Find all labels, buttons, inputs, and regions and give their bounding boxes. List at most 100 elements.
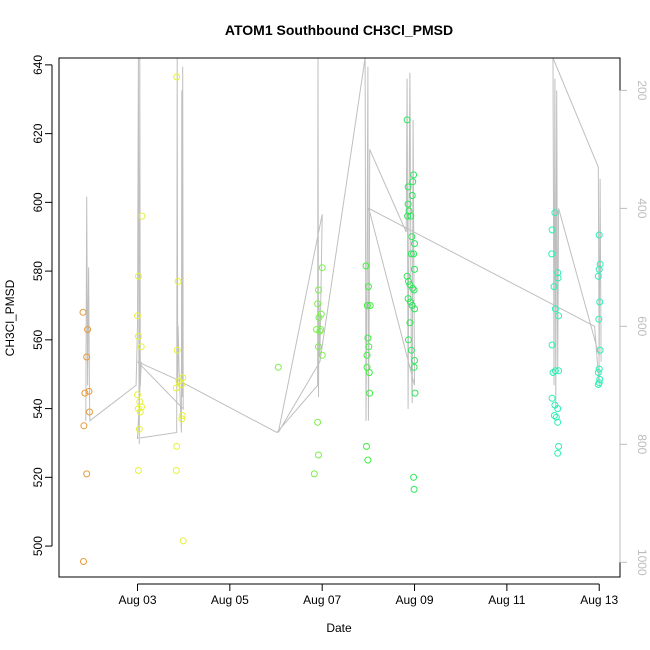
data-point — [555, 312, 563, 320]
data-point — [138, 212, 146, 220]
data-point — [411, 357, 418, 364]
data-point — [362, 262, 370, 270]
data-point — [83, 470, 91, 478]
y-tick-label: 620 — [31, 123, 45, 143]
data-point — [405, 336, 412, 344]
data-point — [315, 451, 322, 459]
data-point — [134, 467, 142, 474]
data-point — [85, 387, 93, 395]
data-point — [135, 425, 143, 433]
data-point — [548, 226, 556, 234]
data-point — [555, 442, 563, 450]
data-point — [554, 418, 562, 426]
data-point — [409, 284, 417, 292]
right-tick-label: 1000 — [635, 549, 649, 576]
data-point — [551, 305, 559, 313]
y-tick-label: 580 — [31, 261, 45, 281]
data-point — [552, 413, 560, 421]
data-point — [174, 277, 182, 285]
data-point — [551, 209, 559, 217]
data-point — [315, 286, 322, 294]
data-point — [549, 369, 557, 376]
data-point — [173, 73, 181, 81]
data-point — [364, 456, 372, 464]
chart-title: ATOM1 Southbound CH3Cl_PMSD — [225, 22, 453, 38]
plot-area: Aug 03 Aug 05 Aug 07 Aug 09 Aug 11 Aug 13 500 5… — [31, 55, 649, 607]
data-point — [410, 473, 418, 481]
data-point — [409, 178, 417, 186]
data-point — [80, 422, 88, 430]
data-point — [403, 272, 411, 280]
data-point — [134, 272, 142, 280]
y-axis-label: CH3Cl_PMSD — [3, 279, 17, 356]
data-point — [366, 302, 374, 309]
data-point — [594, 272, 602, 280]
y-tick-label: 560 — [31, 329, 45, 349]
x-tick-label: Aug 05 — [211, 593, 249, 607]
x-axis-label: Date — [326, 621, 352, 635]
data-point — [410, 363, 418, 371]
data-point — [179, 374, 187, 382]
right-tick-label: 400 — [635, 198, 649, 218]
data-point — [314, 418, 322, 426]
x-tick-label: Aug 11 — [488, 593, 525, 607]
data-point — [318, 264, 326, 272]
data-point — [172, 467, 180, 474]
data-point — [411, 305, 418, 313]
data-point — [404, 200, 412, 208]
data-point — [411, 389, 419, 397]
data-point — [596, 260, 604, 268]
x-tick-label: Aug 03 — [118, 593, 156, 607]
data-point — [596, 346, 604, 354]
data-point — [594, 381, 602, 388]
y-tick-label: 600 — [31, 192, 45, 212]
data-point — [315, 343, 322, 351]
y-tick-label: 520 — [31, 467, 45, 487]
data-point — [404, 183, 412, 191]
data-point — [364, 283, 372, 291]
data-point — [554, 269, 562, 277]
data-point — [363, 351, 371, 359]
data-point — [550, 412, 558, 419]
data-point — [548, 341, 556, 349]
data-point — [310, 470, 318, 478]
data-point — [177, 381, 185, 388]
data-point — [366, 389, 374, 397]
y-tick-label: 640 — [31, 55, 45, 75]
data-point — [408, 192, 416, 199]
data-point — [363, 442, 370, 450]
data-point — [172, 384, 180, 392]
data-point — [410, 250, 418, 258]
data-point — [84, 326, 92, 333]
data-point — [594, 369, 602, 376]
data-point — [406, 298, 414, 306]
data-point — [595, 315, 603, 323]
data-point — [411, 240, 418, 248]
data-point — [136, 408, 144, 416]
data-point — [411, 265, 418, 273]
data-point — [365, 369, 373, 376]
data-point — [81, 389, 89, 397]
data-point — [363, 302, 371, 309]
data-point — [548, 250, 556, 258]
y-tick-label: 500 — [31, 536, 45, 556]
data-point — [365, 343, 373, 351]
data-point — [316, 327, 324, 335]
data-point — [364, 334, 372, 342]
data-point — [554, 449, 562, 457]
right-axis-trace-line — [85, 58, 602, 445]
data-point — [595, 365, 603, 373]
data-point — [595, 231, 603, 239]
data-point — [86, 408, 93, 416]
data-point — [406, 319, 414, 327]
data-point — [554, 274, 562, 282]
x-tick-label: Aug 07 — [303, 593, 341, 607]
data-point — [410, 286, 418, 294]
data-point — [178, 412, 186, 419]
data-point — [550, 283, 558, 291]
data-point — [314, 300, 322, 308]
data-point — [173, 442, 181, 450]
data-point — [318, 351, 326, 359]
data-point — [134, 391, 141, 399]
